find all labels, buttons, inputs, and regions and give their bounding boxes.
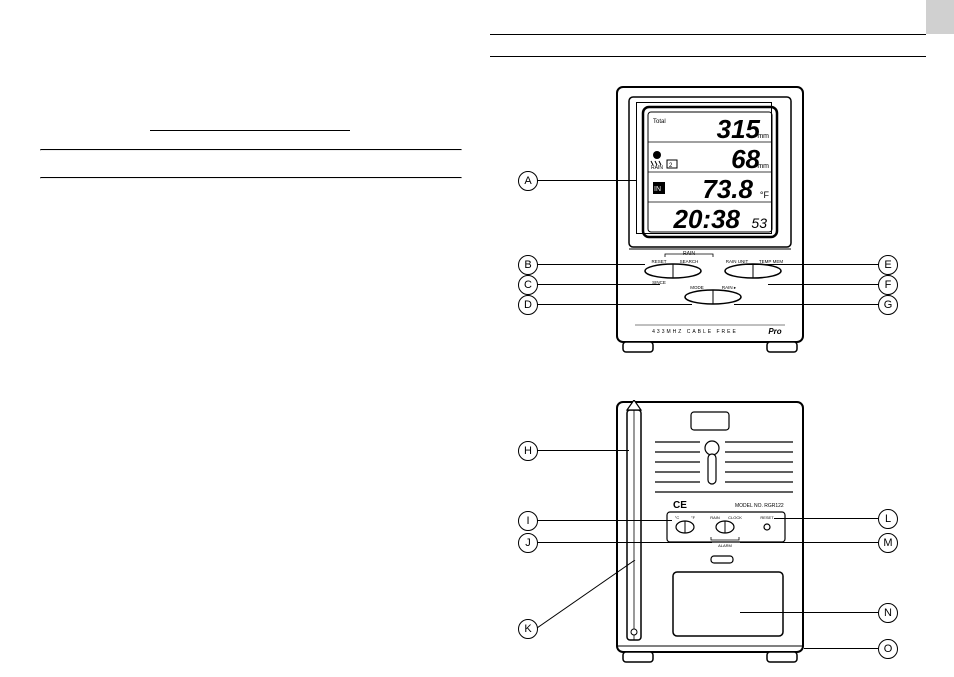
callout-H: H bbox=[518, 441, 538, 461]
rule-top-1 bbox=[490, 34, 926, 35]
switch-rain: RAIN bbox=[710, 515, 720, 520]
btn-label-search: SEARCH bbox=[680, 259, 699, 264]
left-title-underline bbox=[150, 130, 350, 131]
callout-line-G bbox=[734, 304, 878, 305]
callout-line-C bbox=[537, 284, 660, 285]
switch-clock: CLOCK bbox=[728, 515, 742, 520]
model-text: MODEL NO. RGR122 bbox=[735, 503, 784, 509]
page-tab bbox=[926, 0, 954, 34]
callout-L: L bbox=[878, 509, 898, 529]
callout-O: O bbox=[878, 639, 898, 659]
callout-D: D bbox=[518, 295, 538, 315]
callout-line-B bbox=[537, 264, 645, 265]
callout-line-J bbox=[537, 542, 712, 543]
lcd-row2-value: 68 bbox=[731, 144, 760, 174]
switch-f: °F bbox=[691, 515, 696, 520]
callout-E: E bbox=[878, 255, 898, 275]
callout-F: F bbox=[878, 275, 898, 295]
callout-line-H bbox=[537, 450, 629, 451]
callout-line-K bbox=[537, 560, 637, 630]
callout-K: K bbox=[518, 619, 538, 639]
callout-line-O bbox=[804, 648, 878, 649]
alarm-label: ALARM bbox=[718, 543, 732, 548]
callout-G: G bbox=[878, 295, 898, 315]
lcd-row2-unit: mm bbox=[757, 163, 769, 170]
lcd-row1-label: Total bbox=[653, 119, 666, 125]
btn-label-reset: RESET bbox=[651, 259, 666, 264]
ce-mark: CE bbox=[673, 500, 687, 511]
left-rule-1 bbox=[40, 149, 462, 151]
callout-M: M bbox=[878, 533, 898, 553]
switch-c: °C bbox=[675, 515, 680, 520]
brand-text: Pro bbox=[768, 327, 781, 336]
page: Total 315 mm RAIN 2 68 mm IN 73.8 °F 20:… bbox=[0, 0, 954, 677]
switch-reset: RESET bbox=[760, 515, 774, 520]
freq-text: 433MHZ CABLE FREE bbox=[652, 329, 738, 335]
lcd-row4-value: 20:38 bbox=[673, 204, 741, 234]
callout-C: C bbox=[518, 275, 538, 295]
callout-line-F bbox=[768, 284, 878, 285]
device-front-diagram: Total 315 mm RAIN 2 68 mm IN 73.8 °F 20:… bbox=[615, 85, 805, 355]
callout-line-I bbox=[537, 520, 672, 521]
rule-top-2 bbox=[490, 56, 926, 57]
lcd-row2-rain-label: RAIN bbox=[651, 165, 663, 171]
lcd-row4-sec: 53 bbox=[751, 215, 767, 231]
callout-N: N bbox=[878, 603, 898, 623]
callout-line-M bbox=[740, 542, 878, 543]
callout-J: J bbox=[518, 533, 538, 553]
lcd-row3-unit: °F bbox=[760, 190, 770, 200]
device-back-diagram: CE MODEL NO. RGR122 °C °F RAIN CLOCK RES… bbox=[615, 400, 805, 665]
callout-line-L bbox=[774, 518, 878, 519]
left-column bbox=[40, 120, 460, 187]
callout-line-N bbox=[740, 612, 878, 613]
lcd-in-icon: IN bbox=[654, 186, 661, 193]
lcd-row1-unit: mm bbox=[757, 133, 769, 140]
callout-line-E bbox=[740, 264, 878, 265]
callout-I: I bbox=[518, 511, 538, 531]
svg-text:MODE: MODE bbox=[690, 285, 704, 290]
lcd-row1-value: 315 bbox=[717, 114, 761, 144]
callout-B: B bbox=[518, 255, 538, 275]
callout-A: A bbox=[518, 171, 538, 191]
callout-line-A bbox=[537, 180, 636, 181]
svg-text:RAIN ▸: RAIN ▸ bbox=[722, 285, 737, 290]
lcd-row3-value: 73.8 bbox=[702, 174, 753, 204]
callout-line-D bbox=[537, 304, 692, 305]
left-rule-2 bbox=[40, 177, 462, 179]
